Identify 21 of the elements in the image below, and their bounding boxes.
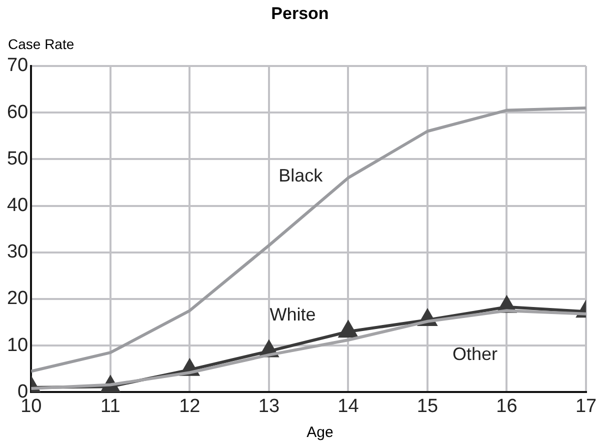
series-label: Other (452, 344, 498, 364)
series-label: White (270, 304, 316, 324)
y-tick-label: 40 (6, 195, 28, 216)
y-tick-label: 50 (6, 148, 28, 170)
x-tick-label: 17 (575, 396, 597, 417)
y-axis-title: Case Rate (8, 36, 74, 52)
x-tick-label: 13 (258, 396, 280, 417)
chart-title: Person (270, 4, 330, 24)
x-tick-label: 16 (496, 396, 518, 417)
y-tick-label: 70 (6, 55, 28, 76)
y-tick-label: 10 (6, 334, 28, 356)
x-axis-title: Age (306, 424, 334, 441)
x-tick-label: 12 (179, 396, 200, 417)
x-tick-label: 15 (416, 396, 438, 417)
y-tick-label: 20 (6, 288, 28, 310)
y-tick-label: 30 (6, 242, 28, 263)
y-tick-label: 60 (6, 102, 28, 123)
x-tick-label: 14 (338, 396, 360, 417)
point (338, 321, 358, 338)
series-label: Black (278, 166, 324, 186)
x-tick-label: 11 (100, 396, 120, 417)
